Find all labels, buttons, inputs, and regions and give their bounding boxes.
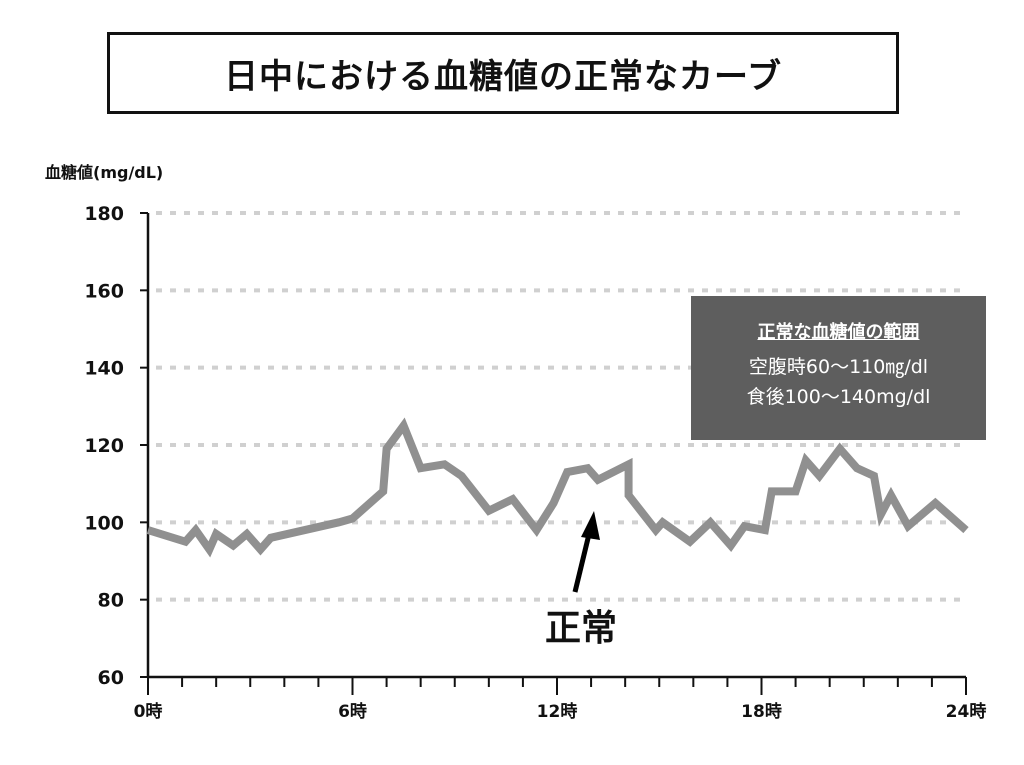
y-tick-label: 160: [84, 280, 124, 302]
y-tick-label: 100: [84, 512, 124, 534]
y-tick-label: 140: [84, 358, 124, 380]
range-fasting: 空腹時60〜110㎎/dl: [748, 356, 929, 378]
annotation-arrow: [572, 529, 593, 593]
arrow-head: [581, 511, 600, 540]
x-tick-label: 6時: [338, 701, 367, 722]
x-tick-label: 24時: [946, 701, 987, 722]
y-tick-label: 180: [84, 203, 124, 225]
annotation-label: 正常: [545, 608, 617, 649]
chart-title: 日中における血糖値の正常なカーブ: [107, 32, 899, 114]
y-tick-label: 80: [98, 590, 124, 612]
x-tick-label: 0時: [134, 701, 163, 722]
y-tick-label: 60: [98, 667, 124, 689]
range-heading: 正常な血糖値の範囲: [757, 322, 920, 343]
glucose-line: [146, 417, 969, 558]
y-tick-label: 120: [84, 435, 124, 457]
range-after-meal: 食後100〜140mg/dl: [746, 386, 931, 408]
x-tick-label: 12時: [537, 701, 578, 722]
y-axis-label: 血糖値(mg/dL): [45, 163, 163, 182]
normal-range-box: 正常な血糖値の範囲 空腹時60〜110㎎/dl 食後100〜140mg/dl: [691, 296, 986, 440]
x-tick-label: 18時: [741, 701, 782, 722]
